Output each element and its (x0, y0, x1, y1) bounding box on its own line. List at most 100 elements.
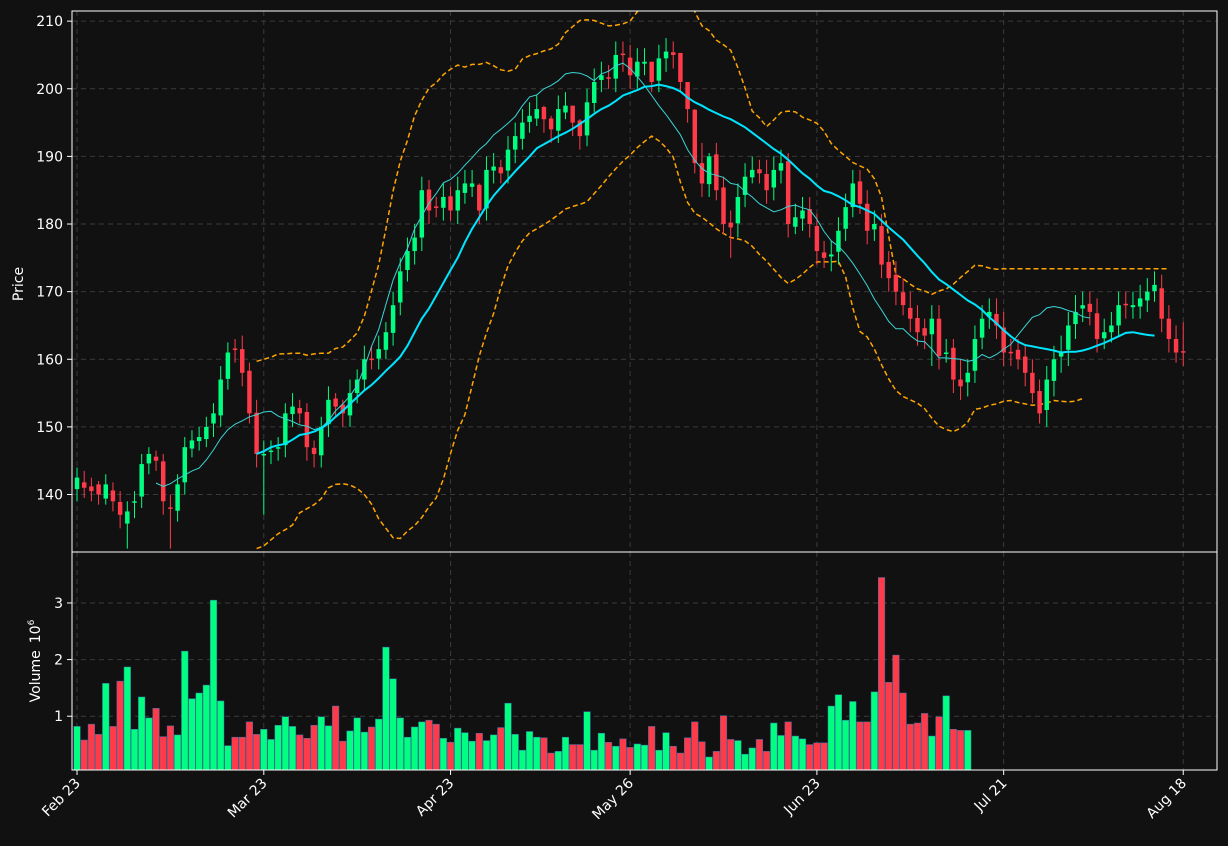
volume-bar (253, 734, 261, 770)
candle-body (656, 58, 662, 81)
candle-body (1015, 349, 1021, 360)
candle-body (168, 507, 173, 509)
candle-body (110, 490, 116, 502)
candle-body (793, 217, 798, 227)
candle-body (412, 237, 417, 252)
candle-body (829, 254, 834, 257)
volume-bar (640, 744, 649, 770)
candle-body (699, 163, 705, 184)
candle-body (340, 404, 346, 414)
volume-bar (439, 738, 447, 770)
volume-bar (727, 739, 735, 770)
candle-body (915, 318, 920, 333)
candle-body (333, 398, 338, 407)
candle-body (972, 338, 978, 371)
volume-bar (648, 726, 656, 770)
candle-body (1166, 318, 1172, 339)
volume-bar (317, 716, 325, 770)
volume-bar (949, 728, 957, 770)
candle-body (175, 484, 180, 511)
volume-bar (777, 735, 785, 770)
candle-body (671, 52, 676, 55)
volume-bar (353, 717, 361, 770)
price-axis-label: Price (11, 267, 27, 301)
candle-body (132, 501, 137, 503)
volume-bar (698, 741, 706, 770)
candle-body (879, 226, 884, 265)
volume-bar (504, 702, 512, 770)
candle-body (390, 305, 396, 333)
candle-body (979, 318, 985, 338)
candle-body (994, 313, 999, 326)
candle-body (864, 203, 870, 231)
candle-body (893, 274, 899, 292)
volume-bar (849, 701, 857, 770)
volume-bar (540, 737, 548, 770)
candle-body (721, 187, 726, 225)
volume-bar (662, 732, 670, 770)
volume-bar (705, 756, 713, 770)
volume-bar (626, 747, 634, 770)
candle-body (362, 359, 367, 380)
volume-bar (231, 736, 239, 770)
candle-body (455, 190, 460, 211)
volume-scale-base: 10 (28, 625, 44, 643)
candle-body (908, 307, 913, 319)
candle-body (405, 251, 410, 271)
volume-panel-frame (71, 551, 1218, 771)
candle-body (771, 169, 777, 188)
candle-body (283, 413, 288, 446)
volume-bar (863, 721, 871, 770)
volume-bar (367, 726, 376, 770)
bollinger-upper-line (256, 11, 1169, 363)
volume-bar (238, 736, 246, 770)
candle-body (936, 318, 942, 356)
candle-body (943, 352, 949, 355)
volume-bar (964, 730, 972, 770)
volume-bar (877, 577, 886, 770)
bollinger-lower-line (256, 135, 1083, 550)
volume-bar (411, 726, 419, 770)
volume-bar (547, 752, 555, 770)
volume-bar (842, 719, 850, 770)
candle-body (900, 292, 906, 306)
candle-body (1145, 291, 1150, 301)
volume-bar (332, 705, 340, 770)
candle-body (750, 169, 755, 178)
candle-body (527, 115, 532, 122)
candle-body (204, 426, 209, 440)
volume-bar (748, 747, 756, 770)
candle-body (534, 109, 539, 119)
volume-bar (174, 734, 182, 770)
volume-bar (719, 715, 728, 770)
candle-body (462, 183, 468, 193)
volume-tick-label: 2 (54, 653, 63, 669)
candle-body (290, 406, 295, 415)
candle-body (311, 447, 317, 454)
volume-bar (152, 708, 160, 770)
candle-body (441, 196, 446, 208)
volume-bar (655, 749, 663, 770)
candle-body (512, 136, 518, 150)
volume-bar (870, 691, 878, 770)
candle-body (275, 447, 281, 449)
price-panel: 140 150 160 170 180 190 200 210 (36, 10, 1218, 553)
volume-bar (418, 721, 426, 770)
candle-body (498, 167, 504, 174)
candle-body (146, 453, 152, 464)
candle-body (74, 477, 80, 490)
candle-body (1066, 325, 1071, 350)
volume-bar (209, 599, 218, 770)
volume-bar (511, 734, 519, 770)
volume-panel: 1 2 3 (54, 551, 1218, 771)
volume-bar (123, 666, 131, 770)
volume-bar (633, 743, 641, 770)
candle-body (1101, 332, 1107, 339)
candle-body (1123, 303, 1129, 306)
candle-body (1094, 313, 1100, 339)
candle-body (211, 413, 216, 424)
candle-body (563, 105, 568, 113)
price-tick-label: 180 (36, 217, 63, 233)
price-tick-label: 150 (36, 420, 63, 436)
